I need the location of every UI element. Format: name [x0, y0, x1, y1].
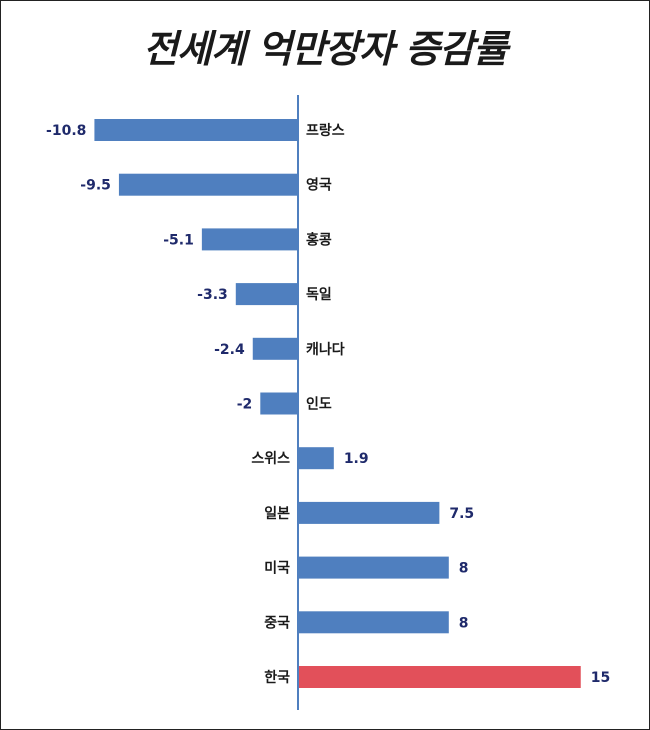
bar-8 [298, 501, 440, 524]
bar-9 [298, 556, 449, 579]
bar-11 [298, 666, 581, 688]
value-label: 7.5 [449, 506, 474, 522]
value-label: -10.8 [46, 123, 86, 139]
value-label: 8 [459, 561, 469, 577]
value-label: 8 [459, 615, 469, 631]
value-label: 15 [591, 670, 610, 686]
category-label: 일본 [264, 506, 290, 522]
category-label: 캐나다 [306, 342, 345, 358]
value-label: -2 [237, 397, 253, 413]
bar-4 [235, 283, 298, 306]
value-label: -3.3 [197, 287, 228, 303]
category-label: 한국 [264, 670, 290, 686]
bar-10 [298, 611, 449, 634]
chart-title: 전세계 억만장자 증감률 [142, 27, 508, 71]
value-label: -2.4 [214, 342, 245, 358]
value-label: -5.1 [163, 232, 194, 248]
category-label: 미국 [264, 561, 290, 577]
bar-2 [118, 173, 298, 196]
category-label: 홍콩 [306, 231, 332, 248]
category-label: 스위스 [251, 451, 290, 467]
bars-group [94, 119, 581, 688]
category-label: 영국 [306, 177, 332, 194]
category-label: 프랑스 [306, 123, 345, 139]
bar-5 [252, 337, 298, 360]
category-label: 중국 [264, 615, 290, 631]
bar-1 [94, 119, 298, 141]
bar-3 [201, 228, 298, 251]
value-label: -9.5 [80, 178, 111, 194]
value-label: 1.9 [344, 451, 369, 467]
labels-group: 프랑스 -10.8 영국 -9.5 홍콩 -5.1 독일 -3.3 캐나다 -2.4 인도 -2 스위스… [46, 123, 610, 686]
category-label: 독일 [306, 287, 332, 303]
category-label: 인도 [306, 396, 332, 413]
bar-6 [260, 392, 298, 415]
bar-7 [298, 447, 334, 470]
